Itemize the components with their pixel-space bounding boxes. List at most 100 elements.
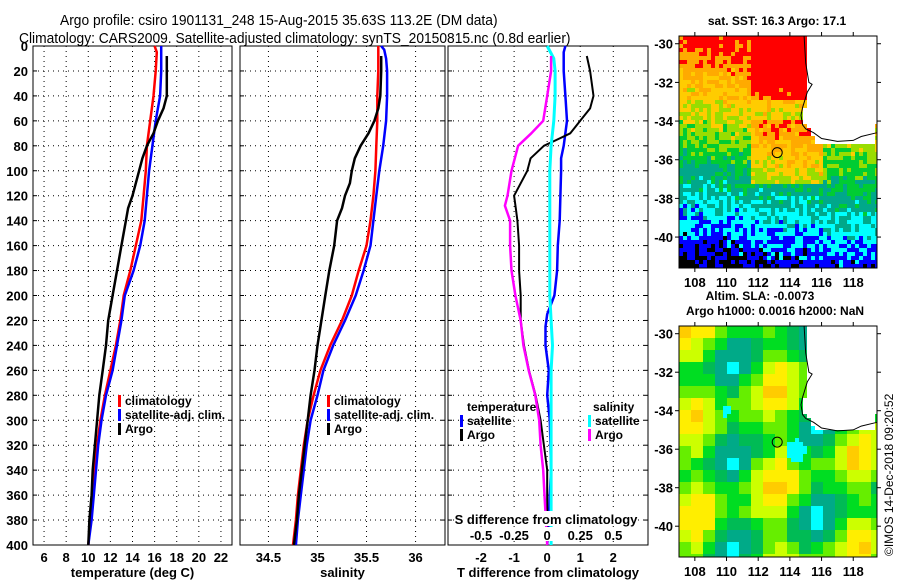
map-cell	[811, 168, 815, 172]
series-line-argo	[292, 56, 383, 546]
map-cell	[847, 458, 851, 462]
map-cell	[843, 518, 847, 522]
map-cell	[719, 260, 723, 264]
map-cell	[735, 418, 739, 422]
map-cell	[767, 216, 771, 220]
map-cell	[815, 180, 819, 184]
map-cell	[743, 430, 747, 434]
map-cell	[747, 514, 751, 518]
map-cell	[811, 220, 815, 224]
map-cell	[723, 132, 727, 136]
map-cell	[795, 240, 799, 244]
map-cell	[779, 422, 783, 426]
map-cell	[775, 216, 779, 220]
map-cell	[723, 426, 727, 430]
map-cell	[875, 172, 877, 176]
map-cell	[823, 498, 827, 502]
map-cell	[775, 168, 779, 172]
map-cell	[731, 410, 735, 414]
map-cell	[815, 538, 819, 542]
map-cell	[799, 108, 803, 112]
map-cell	[727, 212, 731, 216]
map-cell	[791, 164, 795, 168]
map-cell	[715, 48, 719, 52]
map-cell	[811, 482, 815, 486]
map-cell	[703, 136, 707, 140]
map-cell	[743, 338, 747, 342]
series-line-satellite-adj-clim-	[87, 46, 163, 546]
map-cell	[827, 510, 831, 514]
map-cell	[679, 216, 683, 220]
map-cell	[771, 228, 775, 232]
map-cell	[875, 200, 877, 204]
map-cell	[843, 510, 847, 514]
map-cell	[823, 204, 827, 208]
map-cell	[859, 156, 863, 160]
map-cell	[691, 378, 695, 382]
map-cell	[695, 88, 699, 92]
map-cell	[795, 208, 799, 212]
map-cell	[847, 550, 851, 554]
map-cell	[691, 446, 695, 450]
map-cell	[807, 132, 811, 136]
map-cell	[779, 136, 783, 140]
map-cell	[783, 446, 787, 450]
map-cell	[735, 334, 739, 338]
map-cell	[751, 342, 755, 346]
map-cell	[731, 176, 735, 180]
map-cell	[791, 88, 795, 92]
map-cell	[735, 542, 739, 546]
map-cell	[715, 236, 719, 240]
map-cell	[699, 244, 703, 248]
map-cell	[755, 132, 759, 136]
y-tick-label: 260	[6, 363, 28, 378]
map-cell	[803, 382, 807, 386]
map-cell	[767, 554, 771, 557]
map-cell	[739, 514, 743, 518]
map-cell	[715, 104, 719, 108]
map-cell	[755, 60, 759, 64]
map-cell	[763, 346, 767, 350]
map-cell	[767, 546, 771, 550]
map-cell	[731, 526, 735, 530]
map-cell	[787, 236, 791, 240]
map-cell	[763, 502, 767, 506]
map-cell	[719, 474, 723, 478]
map-cell	[875, 196, 877, 200]
map-cell	[755, 140, 759, 144]
map-cell	[815, 208, 819, 212]
map-cell	[683, 530, 687, 534]
map-cell	[759, 334, 763, 338]
map-cell	[787, 398, 791, 402]
map-cell	[819, 196, 823, 200]
map-cell	[723, 382, 727, 386]
map-cell	[771, 208, 775, 212]
map-cell	[827, 212, 831, 216]
map-cell	[731, 546, 735, 550]
map-cell	[751, 398, 755, 402]
map-cell	[851, 482, 855, 486]
map-cell	[799, 100, 803, 104]
map-cell	[707, 390, 711, 394]
map-cell	[687, 546, 691, 550]
map-cell	[831, 430, 835, 434]
map-cell	[763, 374, 767, 378]
map-cell	[719, 40, 723, 44]
map-cell	[827, 256, 831, 260]
map-cell	[683, 240, 687, 244]
map-cell	[699, 264, 703, 268]
map-cell	[735, 96, 739, 100]
map-cell	[851, 188, 855, 192]
map-cell	[779, 358, 783, 362]
map-cell	[819, 546, 823, 550]
map-cell	[795, 228, 799, 232]
map-cell	[707, 410, 711, 414]
map-cell	[787, 184, 791, 188]
map-cell	[711, 216, 715, 220]
map-cell	[775, 550, 779, 554]
map-cell	[763, 224, 767, 228]
map-cell	[703, 550, 707, 554]
map-cell	[719, 450, 723, 454]
map-cell	[691, 128, 695, 132]
map-cell	[699, 438, 703, 442]
